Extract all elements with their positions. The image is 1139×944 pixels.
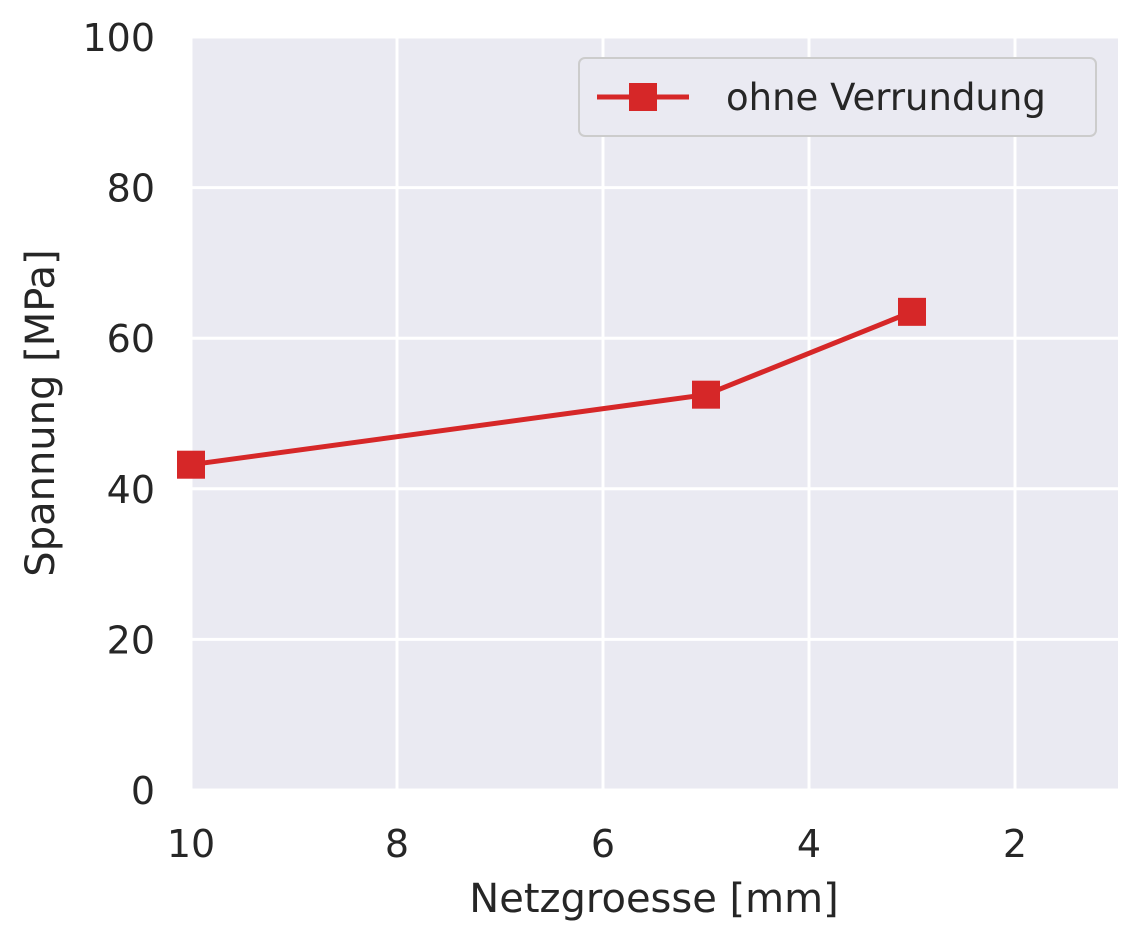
y-tick-label: 40 [107,468,155,512]
data-point-marker [898,297,926,326]
x-tick-label: 6 [591,822,615,866]
grid-lines [189,35,1118,792]
series-layer [177,297,926,479]
y-tick-label: 20 [107,618,155,662]
y-tick-label: 100 [82,16,155,60]
x-axis-label: Netzgroesse [mm] [469,876,838,922]
x-tick-label: 8 [385,822,409,866]
data-point-marker [177,450,205,479]
legend-marker [629,83,657,111]
y-tick-label: 80 [107,167,155,211]
legend-box [578,57,1097,137]
x-tick-label: 4 [797,822,821,866]
legend: ohne Verrundung [578,57,1097,137]
y-axis-label: Spannung [MPa] [18,249,64,576]
y-tick-labels: 0 20 40 60 80 100 [82,16,155,813]
y-tick-label: 60 [107,317,155,361]
legend-entry-label: ohne Verrundung [726,76,1046,119]
x-tick-label: 2 [1003,822,1027,866]
plot-area [191,37,1118,790]
x-tick-label: 10 [167,822,215,866]
x-tick-labels: 10 8 6 4 2 [167,822,1027,866]
data-point-marker [692,380,720,409]
y-tick-label: 0 [131,769,155,813]
